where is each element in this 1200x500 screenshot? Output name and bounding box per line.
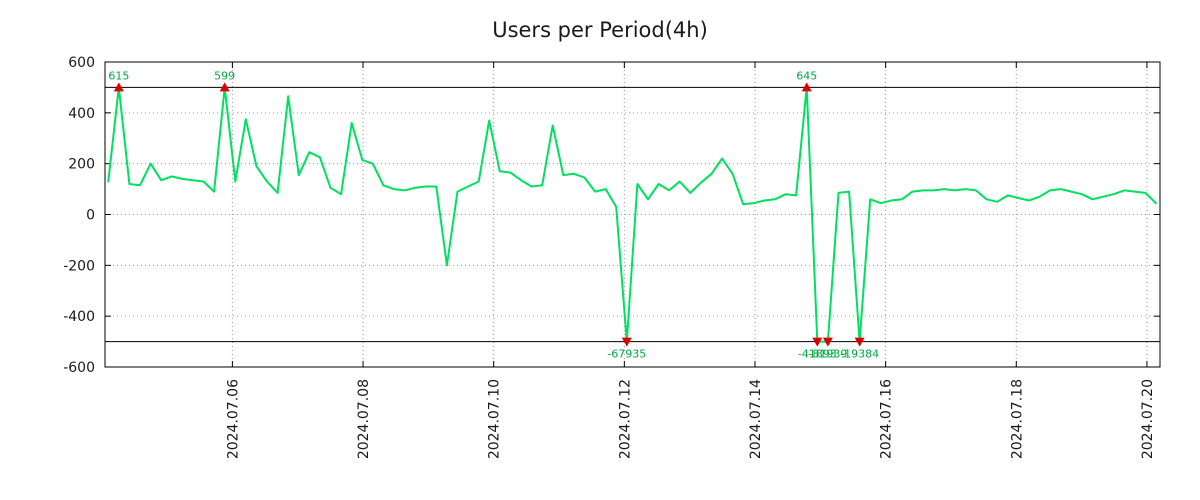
x-tick-label: 2024.07.10 [487, 379, 503, 459]
y-tick-label: 400 [68, 106, 95, 122]
value-annotation: -41893 [798, 348, 837, 361]
y-tick-label: 600 [68, 55, 95, 71]
y-tick-label: -200 [63, 258, 95, 274]
clip-marker-up [801, 82, 812, 92]
data-line [107, 86, 1157, 343]
x-tick-label: 2024.07.20 [1140, 379, 1156, 459]
value-annotation: 645 [796, 69, 817, 82]
clip-marker-up [113, 82, 124, 92]
x-tick-label: 2024.07.18 [1009, 379, 1025, 459]
clip-marker-down [812, 337, 823, 347]
clip-marker-down [822, 337, 833, 347]
clip-marker-up [219, 82, 230, 92]
value-annotation: 599 [214, 69, 235, 82]
x-tick-label: 2024.07.06 [225, 379, 241, 459]
x-tick-label: 2024.07.08 [356, 379, 372, 459]
x-tick-label: 2024.07.12 [617, 379, 633, 459]
value-annotation: -67935 [607, 348, 646, 361]
chart-title: Users per Period(4h) [492, 18, 708, 42]
x-tick-label: 2024.07.16 [879, 379, 895, 459]
y-tick-label: -400 [63, 309, 95, 325]
x-tick-label: 2024.07.14 [748, 379, 764, 459]
value-annotation: -81939 [808, 348, 847, 361]
value-annotation: 615 [108, 69, 129, 82]
value-annotation: -19384 [840, 348, 879, 361]
y-tick-label: 200 [68, 157, 95, 173]
clip-marker-down [621, 337, 632, 347]
y-tick-label: 0 [86, 208, 95, 224]
y-tick-label: -600 [63, 360, 95, 376]
clip-marker-down [854, 337, 865, 347]
